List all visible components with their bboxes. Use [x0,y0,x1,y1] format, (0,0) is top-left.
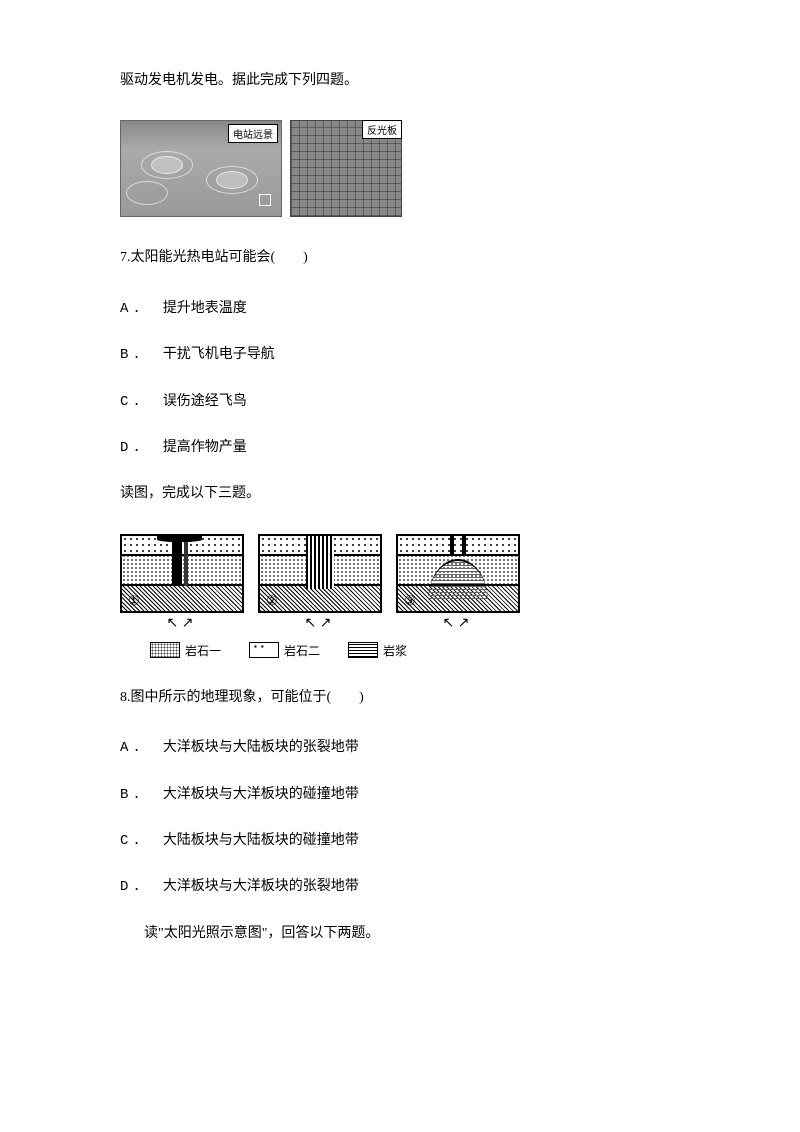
figure1-left-label: 电站远景 [228,124,278,143]
q7-option-b: B. 干扰飞机电子导航 [120,344,680,366]
figure2-legend: 岩石一 岩石二 岩浆 [150,642,680,659]
geo-diagram-2: ② ↖ ↗ [258,534,378,632]
q8-a-text: 大洋板块与大陆板块的张裂地带 [163,740,359,755]
figure1-right-label: 反光板 [362,120,402,139]
q7-option-a: A. 提升地表温度 [120,298,680,320]
q7-c-text: 误伤途经飞鸟 [163,394,247,409]
geo-label-2: ② [266,593,278,609]
q7-option-d: D. 提高作物产量 [120,437,680,459]
q8-option-b: B. 大洋板块与大洋板块的碰撞地带 [120,784,680,806]
q7-b-text: 干扰飞机电子导航 [163,347,275,362]
q8-d-text: 大洋板块与大洋板块的张裂地带 [163,879,359,894]
q8-option-a: A. 大洋板块与大陆板块的张裂地带 [120,737,680,759]
q7-d-text: 提高作物产量 [163,440,247,455]
legend-rock2-label: 岩石二 [284,642,320,659]
q7-a-text: 提升地表温度 [163,301,247,316]
q8-option-c: C. 大陆板块与大陆板块的碰撞地带 [120,830,680,852]
transition-1: 读图，完成以下三题。 [120,483,680,505]
q7-stem: 7.太阳能光热电站可能会( ) [120,247,680,269]
geo-label-3: ③ [404,593,416,609]
figure1-left-image: 电站远景 [120,120,282,217]
q7-option-c: C. 误伤途经飞鸟 [120,391,680,413]
figure-1: 电站远景 反光板 [120,120,680,217]
q8-stem: 8.图中所示的地理现象，可能位于( ) [120,687,680,709]
transition-2: 读"太阳光照示意图"，回答以下两题。 [144,923,680,945]
geo-diagram-3: ③ ↖ ↗ [396,534,516,632]
legend-magma: 岩浆 [348,642,407,659]
figure-2: ① ↖ ↗ ② ↖ ↗ ③ ↖ ↗ [120,534,680,632]
q8-option-d: D. 大洋板块与大洋板块的张裂地带 [120,876,680,898]
legend-rock2: 岩石二 [249,642,320,659]
geo-diagram-1: ① ↖ ↗ [120,534,240,632]
legend-rock1-label: 岩石一 [185,642,221,659]
legend-rock1: 岩石一 [150,642,221,659]
q8-b-text: 大洋板块与大洋板块的碰撞地带 [163,787,359,802]
q8-c-text: 大陆板块与大陆板块的碰撞地带 [163,833,359,848]
geo-label-1: ① [128,593,140,609]
figure1-right-image: 反光板 [290,120,402,217]
legend-magma-label: 岩浆 [383,642,407,659]
intro-text: 驱动发电机发电。据此完成下列四题。 [120,70,680,92]
